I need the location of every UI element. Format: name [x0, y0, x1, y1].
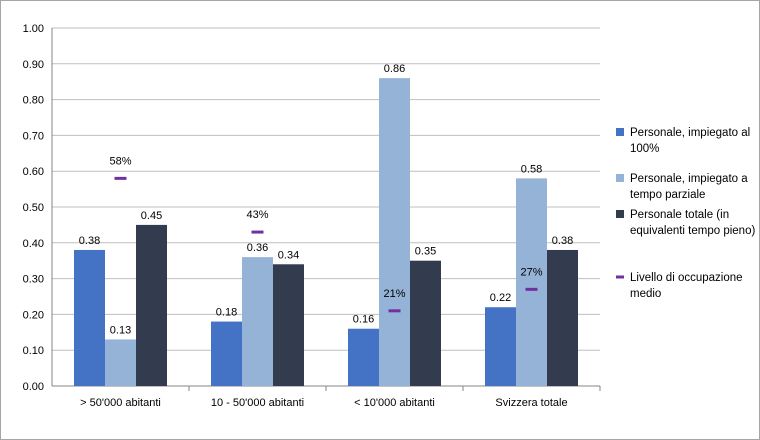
bar-data-label: 0.18 [216, 307, 237, 319]
legend-swatch [616, 174, 624, 182]
x-tick-label: 10 - 50'000 abitanti [211, 397, 304, 409]
y-tick-label: 0.40 [23, 238, 44, 250]
x-axis-labels: > 50'000 abitanti 10 - 50'000 abitanti < 1… [80, 386, 601, 409]
legend-label: Livello di occupazione [630, 272, 743, 284]
y-tick-label: 0.30 [23, 274, 44, 286]
legend-label: Personale, impiegato a [630, 173, 748, 185]
bar [485, 307, 516, 386]
bar-data-label: 0.34 [278, 249, 299, 261]
bar [547, 249, 578, 386]
marker-data-label: 27% [520, 266, 542, 278]
legend-label: Personale, impiegato al [630, 127, 750, 139]
bar [379, 78, 410, 387]
y-tick-label: 0.10 [23, 345, 44, 357]
marker-data-label: 58% [109, 155, 131, 167]
x-tick-label: > 50'000 abitanti [80, 397, 161, 409]
y-axis-ticks: 0.00 0.10 0.20 0.30 0.40 0.50 0.60 0.70 0.80 0.90… [23, 23, 44, 393]
legend-label: medio [630, 288, 661, 300]
bar-data-label: 0.16 [353, 314, 374, 326]
legend-label: tempo parziale [630, 189, 705, 201]
bar [273, 264, 304, 386]
y-tick-label: 0.50 [23, 202, 44, 214]
legend-label: 100% [630, 143, 659, 155]
y-tick-label: 0.70 [23, 130, 44, 142]
x-tick-label: Svizzera totale [495, 397, 567, 409]
bar [74, 249, 105, 386]
y-tick-label: 1.00 [23, 23, 44, 35]
bar-data-label: 0.45 [141, 210, 162, 222]
y-tick-label: 0.60 [23, 166, 44, 178]
y-tick-label: 0.20 [23, 309, 44, 321]
y-tick-label: 0.90 [23, 59, 44, 71]
bar [348, 328, 379, 386]
bar [410, 260, 441, 386]
y-tick-label: 0.80 [23, 95, 44, 107]
bar-data-label: 0.58 [521, 163, 542, 175]
bars: 0.38 0.13 0.45 58% 0.18 0.36 0.34 43% 0.16 0.86 0.… [74, 63, 578, 387]
x-tick-label: < 10'000 abitanti [354, 397, 435, 409]
bar [211, 321, 242, 386]
bar-data-label: 0.35 [415, 246, 436, 258]
bar-data-label: 0.86 [384, 63, 405, 75]
bar-data-label: 0.22 [490, 292, 511, 304]
bar-data-label: 0.38 [79, 235, 100, 247]
bar [516, 178, 547, 386]
bar-data-label: 0.13 [110, 324, 131, 336]
legend: Personale, impiegato al 100% Personale, im… [616, 127, 755, 300]
y-tick-label: 0.00 [23, 381, 44, 393]
legend-label: equivalenti tempo pieno) [630, 225, 755, 237]
bar [242, 257, 273, 386]
legend-swatch [616, 210, 624, 218]
bar [105, 339, 136, 386]
legend-label: Personale totale (in [630, 209, 729, 221]
marker-data-label: 21% [383, 288, 405, 300]
bar-data-label: 0.38 [552, 235, 573, 247]
bar [136, 224, 167, 386]
marker-data-label: 43% [246, 209, 268, 221]
legend-swatch [616, 128, 624, 136]
bar-data-label: 0.36 [247, 242, 268, 254]
